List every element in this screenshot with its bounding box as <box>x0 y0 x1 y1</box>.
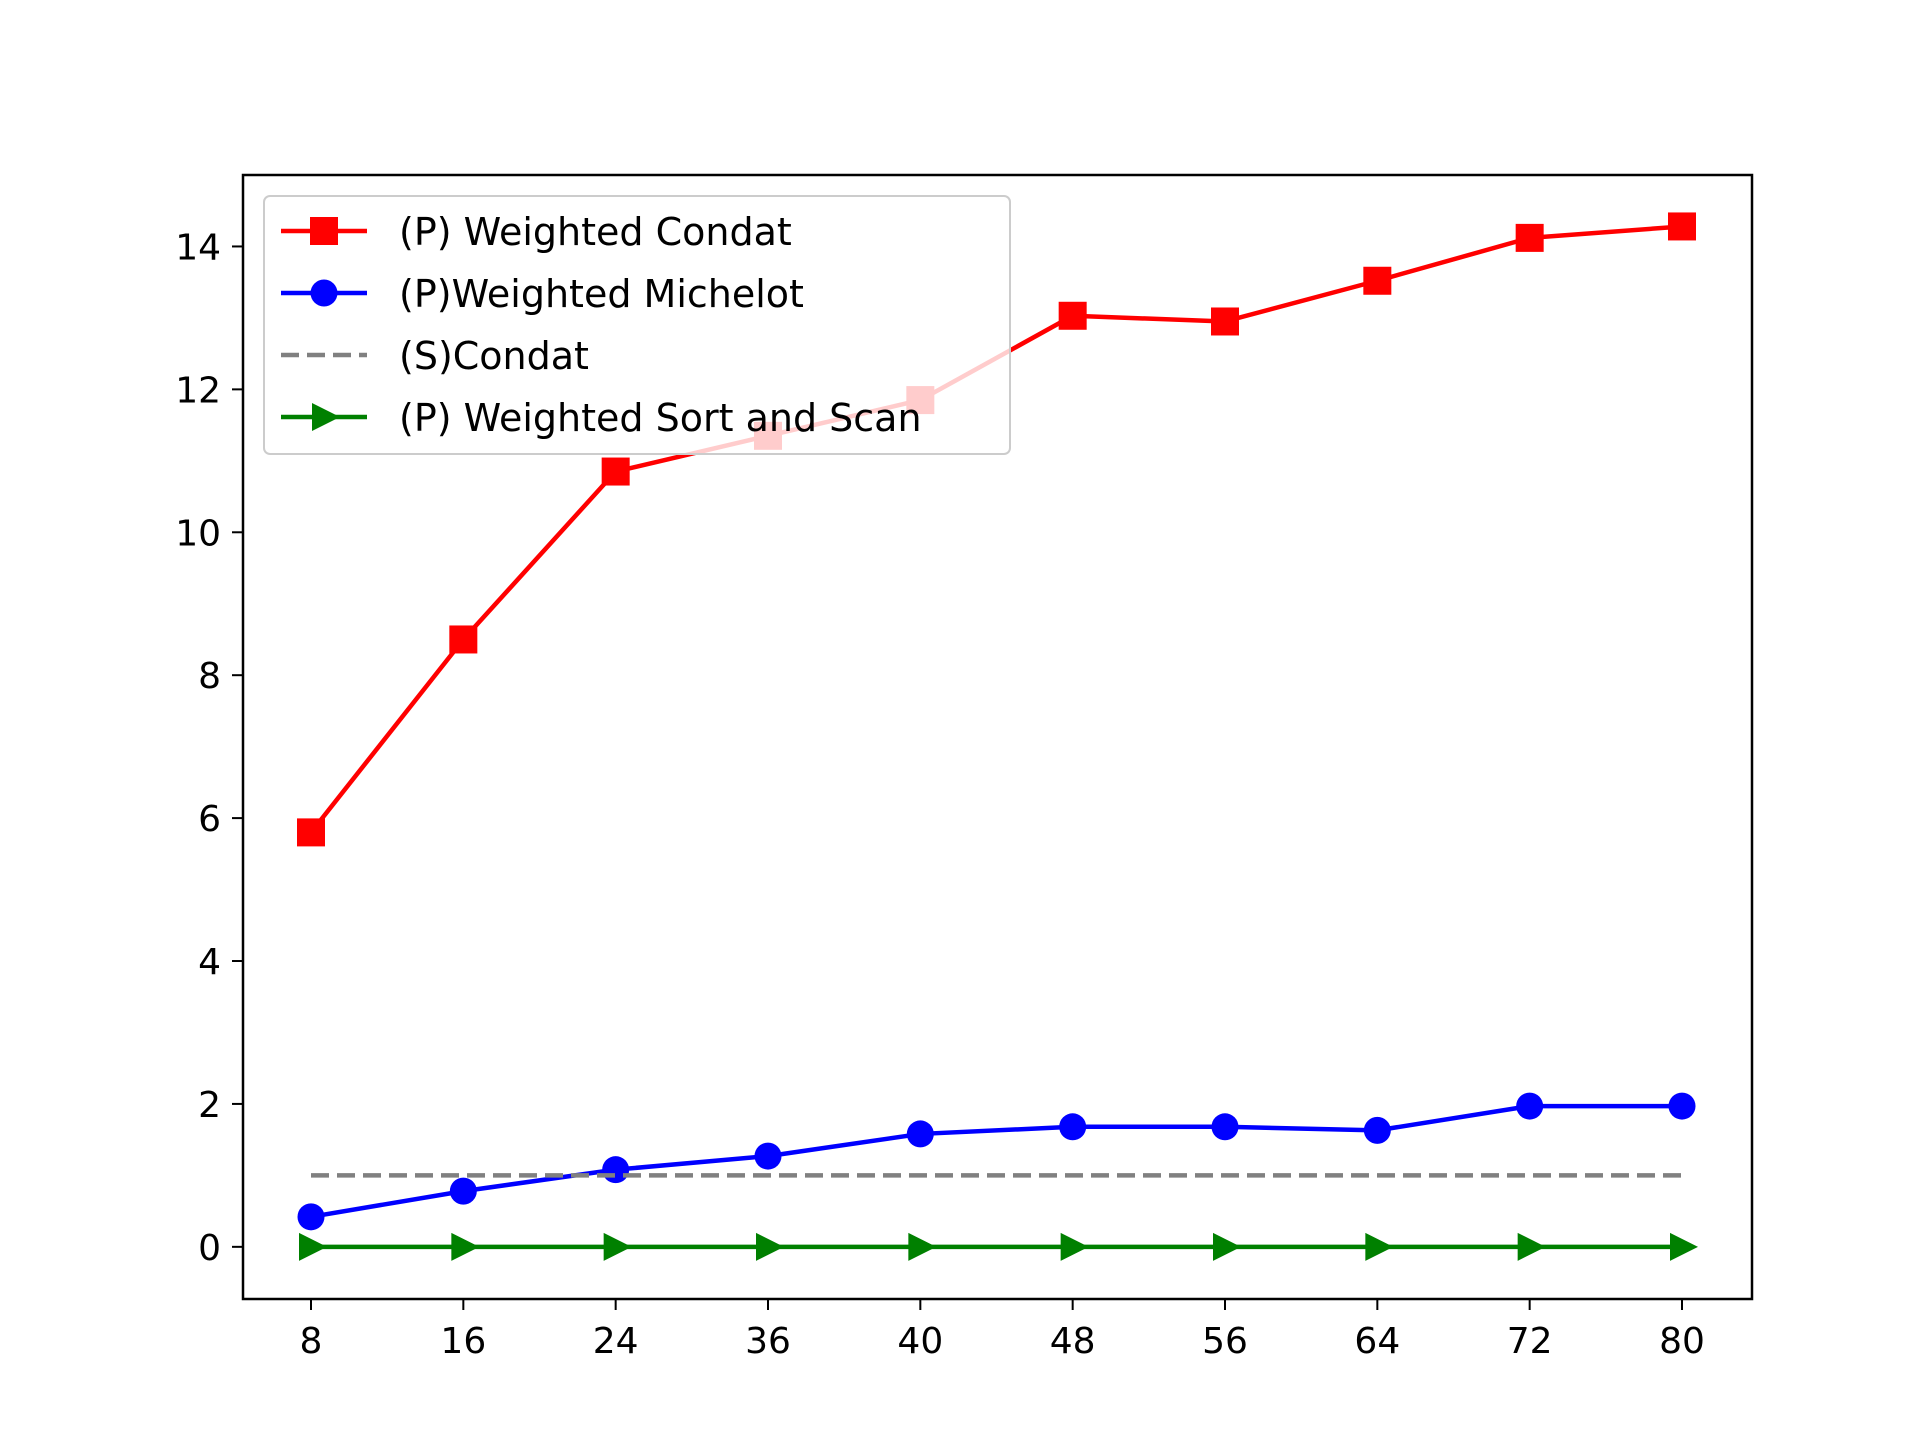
series-1-point-7 <box>1363 1116 1391 1144</box>
series-0-point-5 <box>1058 301 1087 330</box>
series-0-point-6 <box>1211 307 1239 336</box>
series-3-point-7 <box>1365 1232 1394 1261</box>
series-0-point-0 <box>297 818 325 847</box>
series-1-point-6 <box>1211 1113 1239 1141</box>
series-1-point-2 <box>602 1156 630 1184</box>
legend-label-0: (P) Weighted Condat <box>399 210 792 254</box>
legend-label-3: (P) Weighted Sort and Scan <box>399 396 922 440</box>
legend-label-1: (P)Weighted Michelot <box>399 272 804 316</box>
series-3-point-0 <box>299 1232 327 1261</box>
legend-label-2: (S)Condat <box>399 334 589 378</box>
y-tick-label: 8 <box>198 656 221 697</box>
y-tick-label: 12 <box>175 370 221 411</box>
series-1-point-0 <box>297 1203 325 1231</box>
series-line-1 <box>310 1103 1682 1220</box>
y-tick-label: 0 <box>198 1228 221 1269</box>
series-3-point-6 <box>1213 1232 1241 1261</box>
series-1-point-9 <box>1668 1092 1696 1120</box>
series-0-point-2 <box>601 457 630 486</box>
series-1-point-8 <box>1516 1092 1544 1120</box>
series-3-point-3 <box>756 1232 784 1261</box>
x-tick-label: 64 <box>1354 1321 1400 1362</box>
series-3 <box>299 1232 1698 1261</box>
x-tick-label: 72 <box>1507 1321 1553 1362</box>
plot-frame <box>241 173 1754 1301</box>
y-tick-label: 2 <box>198 1085 221 1126</box>
x-tick-label: 36 <box>745 1321 791 1362</box>
x-tick-label: 80 <box>1659 1321 1705 1362</box>
y-tick-label: 6 <box>198 799 221 840</box>
series-1-point-1 <box>449 1177 477 1205</box>
series-3-point-4 <box>908 1232 937 1261</box>
y-tick-label: 14 <box>175 227 221 268</box>
series-0-point-1 <box>449 625 478 654</box>
series-0-point-8 <box>1515 223 1544 252</box>
legend-marker-1 <box>310 279 338 307</box>
series-layer <box>297 212 1698 1261</box>
x-tick-label: 24 <box>593 1321 639 1362</box>
series-3-point-9 <box>1670 1232 1698 1261</box>
legend-marker-0 <box>310 217 338 245</box>
legend: (P) Weighted Condat (P)Weighted Michelot (… <box>263 195 1011 455</box>
legend-marker-3 <box>312 403 340 431</box>
legend-box <box>263 195 1011 455</box>
series-1-point-4 <box>906 1120 934 1148</box>
series-3-point-5 <box>1060 1232 1089 1261</box>
y-tick-label: 4 <box>198 942 221 983</box>
series-1 <box>297 1092 1696 1231</box>
y-tick-label: 10 <box>175 513 221 554</box>
series-3-point-8 <box>1517 1232 1546 1261</box>
x-tick-label: 8 <box>300 1321 323 1362</box>
series-0-point-7 <box>1363 266 1392 295</box>
x-tick-label: 40 <box>897 1321 943 1362</box>
series-3-point-1 <box>451 1232 480 1261</box>
x-tick-label: 16 <box>440 1321 486 1362</box>
series-1-point-3 <box>754 1142 782 1170</box>
x-tick-label: 48 <box>1050 1321 1096 1362</box>
x-tick-label: 56 <box>1202 1321 1248 1362</box>
series-3-point-2 <box>603 1232 632 1261</box>
series-1-point-5 <box>1059 1113 1087 1141</box>
series-0-point-9 <box>1668 212 1696 241</box>
